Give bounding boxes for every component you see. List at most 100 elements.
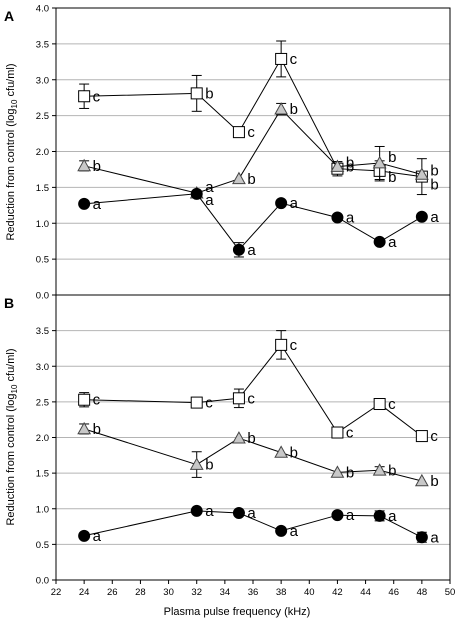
y-axis-title-b: Reduction from control (log10 cfu/ml) — [5, 348, 19, 525]
series-line-a-square — [84, 57, 422, 178]
y-tick-label-b-6: 3.0 — [36, 362, 49, 373]
x-tick-label-b-13: 48 — [417, 587, 428, 598]
point-label-a-circle-0: a — [93, 196, 102, 213]
y-tick-label-b-1: 0.5 — [36, 540, 49, 551]
y-tick-label-b-4: 2.0 — [36, 433, 49, 444]
data-point-a-circle-2 — [232, 243, 245, 256]
data-point-a-triangle-6 — [414, 167, 429, 180]
point-label-b-triangle-3: b — [290, 444, 298, 461]
point-label-b-square-4: c — [346, 425, 354, 442]
point-label-a-circle-1: a — [205, 192, 214, 209]
data-point-b-triangle-3 — [274, 445, 289, 458]
data-point-a-circle-6 — [415, 210, 428, 223]
y-tick-label-a-8: 4.0 — [36, 4, 49, 15]
x-tick-label-b-1: 24 — [79, 587, 90, 598]
point-label-b-circle-6: a — [430, 529, 439, 546]
data-point-b-square-0 — [78, 393, 91, 406]
point-label-b-triangle-5: b — [388, 462, 396, 479]
point-label-b-square-2: c — [247, 390, 255, 407]
x-tick-label-b-11: 44 — [360, 587, 371, 598]
y-tick-label-a-6: 3.0 — [36, 75, 49, 86]
data-point-b-triangle-0 — [77, 421, 92, 435]
y-tick-label-b-3: 1.5 — [36, 469, 49, 480]
point-label-a-triangle-1: a — [205, 179, 214, 196]
y-tick-label-b-7: 3.5 — [36, 326, 49, 337]
data-point-a-square-3 — [275, 52, 288, 65]
data-point-b-triangle-4 — [330, 465, 345, 478]
point-label-b-square-3: c — [290, 337, 298, 354]
x-tick-label-b-8: 38 — [276, 587, 287, 598]
x-tick-label-b-4: 30 — [163, 587, 174, 598]
point-label-a-circle-6: a — [430, 209, 439, 226]
x-tick-label-b-2: 26 — [107, 587, 118, 598]
y-tick-label-a-5: 2.5 — [36, 111, 49, 122]
point-label-b-square-1: c — [205, 395, 213, 412]
point-label-b-circle-5: a — [388, 508, 397, 525]
data-point-b-circle-6 — [415, 531, 428, 544]
data-point-b-square-2 — [232, 392, 245, 405]
data-point-a-circle-1 — [190, 187, 203, 200]
x-tick-label-b-9: 40 — [304, 587, 315, 598]
data-point-b-square-5 — [373, 398, 386, 411]
point-label-a-square-3: c — [290, 51, 298, 68]
point-label-a-triangle-3: b — [290, 101, 298, 118]
data-point-b-triangle-6 — [414, 473, 429, 487]
x-tick-label-b-0: 22 — [51, 587, 62, 598]
x-tick-label-b-10: 42 — [332, 587, 343, 598]
point-label-a-square-4: b — [346, 159, 354, 176]
point-label-b-square-6: c — [430, 428, 438, 445]
x-tick-label-b-12: 46 — [388, 587, 399, 598]
data-point-a-triangle-3 — [274, 102, 289, 115]
y-tick-label-b-0: 0.0 — [36, 576, 49, 587]
data-point-b-circle-3 — [275, 524, 288, 537]
y-tick-label-b-5: 2.5 — [36, 397, 49, 408]
data-point-b-circle-4 — [331, 509, 344, 522]
x-tick-label-b-14: 50 — [445, 587, 456, 598]
point-label-a-triangle-6: b — [430, 162, 438, 179]
data-point-a-circle-0 — [78, 197, 91, 210]
series-a-circle: a a a a a a a — [78, 187, 439, 259]
point-label-b-triangle-6: b — [430, 473, 438, 490]
x-axis-title: Plasma pulse frequency (kHz) — [164, 606, 311, 618]
point-label-a-circle-5: a — [388, 234, 397, 251]
data-point-a-circle-5 — [373, 235, 386, 248]
point-label-a-triangle-4: b — [346, 155, 354, 172]
data-point-b-square-4 — [331, 426, 344, 439]
data-point-b-circle-2 — [232, 507, 245, 520]
x-tick-label-b-7: 36 — [248, 587, 259, 598]
data-point-b-square-1 — [190, 396, 203, 409]
y-tick-label-b-2: 1.0 — [36, 504, 49, 515]
data-point-a-square-1 — [190, 87, 203, 100]
x-tick-label-b-5: 32 — [191, 587, 202, 598]
point-label-a-square-5: b — [388, 169, 396, 186]
point-label-b-square-5: c — [388, 396, 396, 413]
data-point-a-circle-3 — [275, 197, 288, 210]
data-point-a-square-2 — [232, 126, 245, 139]
data-point-a-circle-4 — [331, 211, 344, 224]
point-label-b-circle-1: a — [205, 503, 214, 520]
data-point-a-square-0 — [78, 90, 91, 103]
point-label-b-circle-4: a — [346, 507, 355, 524]
point-label-b-triangle-0: b — [93, 421, 101, 438]
data-point-b-triangle-2 — [232, 431, 246, 444]
data-point-a-triangle-4 — [330, 159, 345, 172]
data-point-b-square-6 — [415, 430, 428, 443]
data-point-b-circle-5 — [373, 509, 386, 522]
y-tick-label-a-7: 3.5 — [36, 39, 49, 50]
series-b-triangle: b b b b b b b — [77, 421, 439, 490]
point-label-b-circle-3: a — [290, 523, 299, 540]
y-tick-label-a-0: 0.0 — [36, 291, 49, 302]
point-label-b-circle-0: a — [93, 528, 102, 545]
data-point-a-triangle-5 — [372, 155, 387, 169]
x-tick-label-b-3: 28 — [135, 587, 146, 598]
point-label-b-triangle-1: b — [205, 457, 213, 474]
series-b-square: c c c c c c c — [78, 330, 438, 445]
point-label-b-circle-2: a — [247, 505, 256, 522]
point-label-a-triangle-2: b — [247, 171, 255, 188]
point-label-a-square-6: b — [430, 177, 438, 194]
point-label-a-circle-3: a — [290, 195, 299, 212]
series-b-circle: a a a a a a a — [78, 503, 439, 546]
